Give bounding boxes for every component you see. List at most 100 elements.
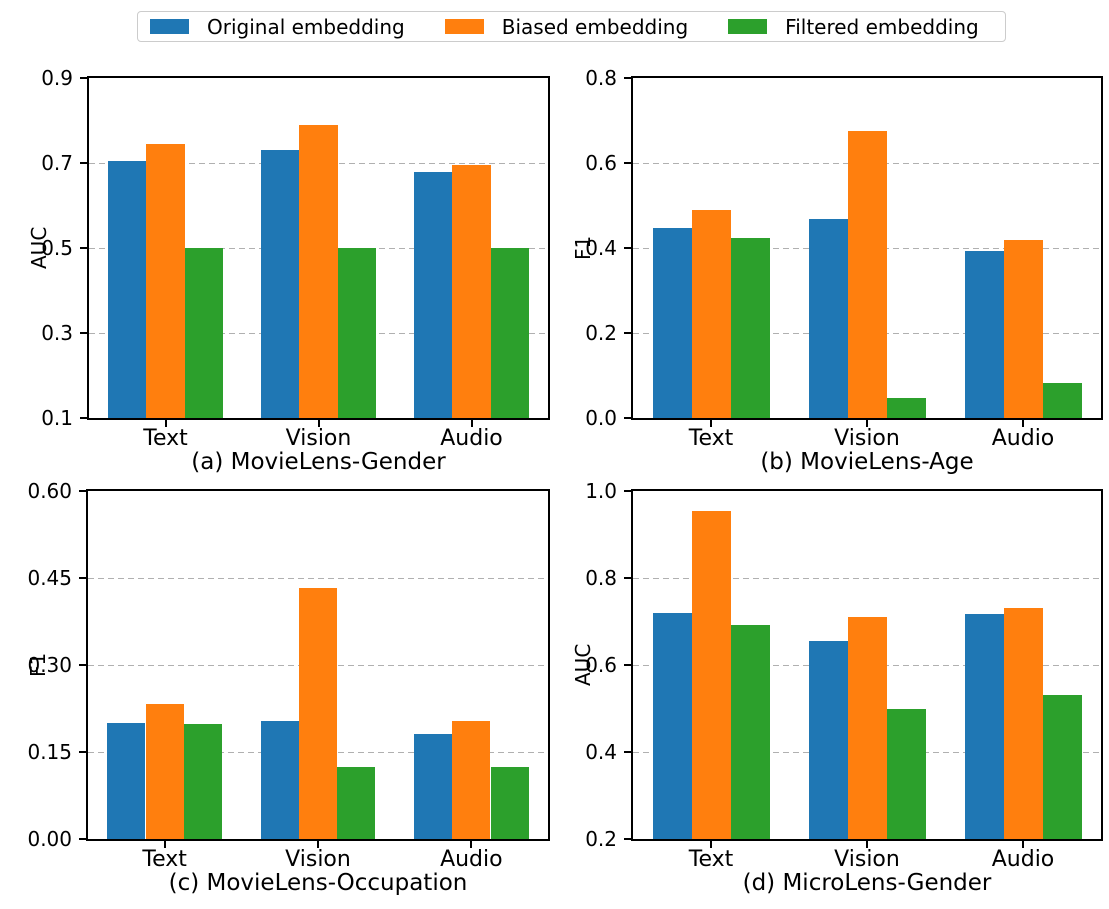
legend-swatch-biased-icon bbox=[444, 19, 484, 34]
y-tick-mark bbox=[624, 577, 631, 579]
y-tick-label-0.60: 0.60 bbox=[27, 479, 72, 503]
y-tick-mark bbox=[79, 490, 86, 492]
x-tick-mark-vision bbox=[317, 841, 319, 848]
bar-biased-embedding-text bbox=[146, 143, 185, 418]
x-tick-mark-audio bbox=[1022, 841, 1024, 848]
y-tick-label-0.3: 0.3 bbox=[41, 321, 73, 345]
x-tick-label-audio: Audio bbox=[440, 847, 503, 872]
bar-biased-embedding-text bbox=[145, 703, 184, 839]
x-tick-mark-text bbox=[710, 420, 712, 427]
x-tick-mark-audio bbox=[470, 841, 473, 848]
bar-filtered-embedding-vision bbox=[337, 766, 376, 839]
bar-original-embedding-text bbox=[108, 160, 147, 418]
bar-original-embedding-audio bbox=[414, 171, 453, 418]
caption-a: (a) MovieLens-Gender bbox=[191, 449, 446, 475]
plot-area-microlens-gender: AUC (d) MicroLens-Gender 0.2 0.4 0.6 0.8 1.0… bbox=[571, 479, 1103, 896]
y-tick-label-0.4: 0.4 bbox=[585, 740, 617, 764]
x-tick-label-text: Text bbox=[688, 426, 734, 451]
y-tick-label-0.7: 0.7 bbox=[41, 151, 73, 175]
y-tick-mark bbox=[624, 247, 631, 249]
bar-filtered-embedding-vision bbox=[337, 248, 376, 418]
bar-biased-embedding-vision bbox=[298, 587, 338, 839]
bar-filtered-embedding-audio bbox=[1042, 383, 1082, 418]
y-tick-mark bbox=[80, 417, 87, 419]
bar-original-embedding-audio bbox=[964, 250, 1004, 418]
x-tick-label-text: Text bbox=[142, 847, 187, 872]
bar-filtered-embedding-text bbox=[183, 724, 223, 839]
legend-label-filtered: Filtered embedding bbox=[785, 14, 979, 39]
x-tick-mark-vision bbox=[866, 420, 868, 427]
x-tick-label-text: Text bbox=[143, 426, 188, 451]
y-tick-mark bbox=[624, 751, 631, 753]
bar-biased-embedding-audio bbox=[452, 165, 491, 418]
bar-filtered-embedding-audio bbox=[490, 248, 529, 418]
caption-d: (d) MicroLens-Gender bbox=[742, 870, 992, 896]
y-tick-label-0.9: 0.9 bbox=[41, 66, 73, 90]
y-tick-mark bbox=[80, 247, 87, 249]
y-tick-label-0.6: 0.6 bbox=[585, 151, 617, 175]
bar-biased-embedding-vision bbox=[847, 617, 887, 839]
y-tick-mark bbox=[79, 577, 86, 579]
x-tick-mark-text bbox=[710, 841, 712, 848]
y-tick-label-0.15: 0.15 bbox=[27, 740, 72, 764]
bar-filtered-embedding-text bbox=[730, 237, 770, 418]
y-tick-mark bbox=[80, 77, 87, 79]
legend-label-original: Original embedding bbox=[207, 14, 405, 39]
y-tick-mark bbox=[80, 332, 87, 334]
y-tick-label-0.1: 0.1 bbox=[41, 406, 73, 430]
x-tick-label-vision: Vision bbox=[834, 426, 900, 451]
y-tick-label-1.0: 1.0 bbox=[585, 479, 617, 503]
y-tick-label-0.0: 0.0 bbox=[585, 406, 617, 430]
x-tick-mark-text bbox=[163, 841, 166, 848]
x-tick-label-vision: Vision bbox=[834, 847, 900, 872]
y-tick-mark bbox=[79, 838, 86, 840]
y-tick-mark bbox=[624, 77, 631, 79]
bar-biased-embedding-audio bbox=[452, 721, 491, 839]
gridline-y-0.45 bbox=[88, 577, 548, 579]
plot-area-movielens-age: F1 (b) MovieLens-Age 0.0 0.2 0.4 0.6 0.8 Text… bbox=[571, 66, 1103, 475]
y-tick-mark bbox=[79, 664, 86, 666]
y-tick-label-0.8: 0.8 bbox=[585, 566, 617, 590]
bar-original-embedding-text bbox=[652, 228, 692, 418]
x-tick-mark-audio bbox=[1022, 420, 1024, 427]
x-tick-label-vision: Vision bbox=[285, 847, 351, 872]
bar-original-embedding-audio bbox=[964, 613, 1004, 839]
x-tick-label-audio: Audio bbox=[440, 426, 503, 451]
bar-biased-embedding-audio bbox=[1003, 608, 1043, 839]
y-tick-label-0.30: 0.30 bbox=[27, 653, 72, 677]
caption-b: (b) MovieLens-Age bbox=[760, 449, 974, 475]
y-tick-mark bbox=[79, 751, 86, 753]
y-tick-mark bbox=[624, 838, 631, 840]
bar-original-embedding-text bbox=[107, 723, 146, 839]
legend-item-filtered: Filtered embedding bbox=[728, 17, 979, 37]
bar-filtered-embedding-vision bbox=[886, 398, 926, 418]
y-tick-label-0.2: 0.2 bbox=[585, 321, 617, 345]
gridline-y-0.8 bbox=[633, 577, 1101, 579]
bar-biased-embedding-vision bbox=[847, 130, 887, 418]
bar-original-embedding-text bbox=[652, 612, 692, 839]
y-tick-label-0.00: 0.00 bbox=[27, 827, 72, 851]
bar-biased-embedding-vision bbox=[299, 124, 338, 418]
y-tick-mark bbox=[624, 162, 631, 164]
x-tick-mark-audio bbox=[470, 420, 473, 427]
x-tick-label-text: Text bbox=[688, 847, 734, 872]
bar-original-embedding-audio bbox=[413, 734, 453, 839]
bar-original-embedding-vision bbox=[808, 218, 848, 418]
bar-filtered-embedding-vision bbox=[886, 708, 926, 839]
x-tick-mark-vision bbox=[317, 420, 320, 427]
y-tick-mark bbox=[624, 490, 631, 492]
bar-original-embedding-vision bbox=[260, 720, 299, 839]
legend-label-biased: Biased embedding bbox=[501, 14, 689, 39]
legend: Original embedding Biased embedding Filt… bbox=[137, 11, 1006, 42]
y-tick-label-0.6: 0.6 bbox=[585, 653, 617, 677]
x-tick-mark-text bbox=[164, 420, 167, 427]
x-tick-label-audio: Audio bbox=[991, 426, 1055, 451]
bar-filtered-embedding-text bbox=[184, 248, 223, 418]
bar-biased-embedding-text bbox=[691, 511, 731, 839]
plot-area-movielens-occupation: F1 (c) MovieLens-Occupation 0.00 0.15 0.30… bbox=[26, 479, 550, 896]
y-tick-label-0.4: 0.4 bbox=[585, 236, 617, 260]
y-tick-label-0.5: 0.5 bbox=[41, 236, 73, 260]
caption-c: (c) MovieLens-Occupation bbox=[168, 870, 468, 896]
legend-item-original: Original embedding bbox=[150, 17, 405, 37]
